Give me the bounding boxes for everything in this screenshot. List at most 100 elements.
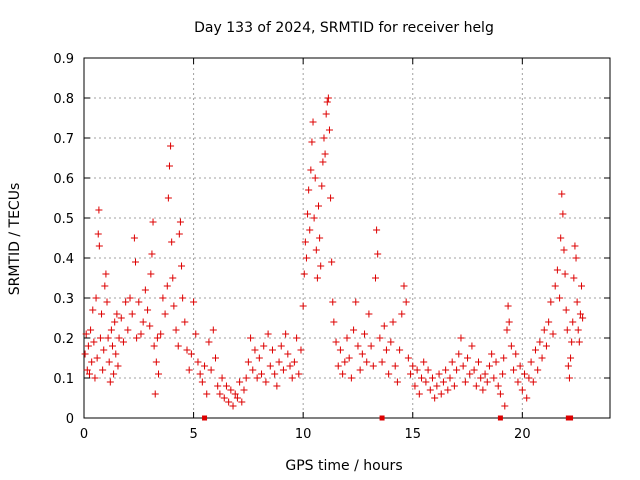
data-point bbox=[374, 250, 382, 258]
data-point bbox=[260, 342, 268, 350]
data-point bbox=[329, 298, 337, 306]
data-point bbox=[556, 294, 564, 302]
data-point bbox=[194, 358, 202, 366]
data-point bbox=[426, 386, 434, 394]
data-point bbox=[201, 362, 209, 370]
data-point bbox=[496, 390, 504, 398]
data-point bbox=[84, 342, 92, 350]
x-tick-label: 15 bbox=[404, 427, 421, 442]
y-tick-label: 0.7 bbox=[53, 132, 74, 147]
data-point bbox=[466, 370, 474, 378]
data-point bbox=[100, 346, 108, 354]
data-point bbox=[93, 354, 101, 362]
data-point bbox=[468, 342, 476, 350]
data-point bbox=[249, 366, 257, 374]
data-point bbox=[277, 342, 285, 350]
data-points bbox=[81, 94, 587, 410]
data-point bbox=[415, 390, 423, 398]
data-point bbox=[157, 330, 165, 338]
data-point bbox=[124, 326, 132, 334]
data-point bbox=[175, 230, 183, 238]
data-point bbox=[321, 150, 329, 158]
bottom-marker bbox=[497, 415, 503, 421]
data-point bbox=[262, 378, 270, 386]
data-point bbox=[411, 382, 419, 390]
data-point bbox=[365, 310, 373, 318]
data-point bbox=[90, 338, 98, 346]
data-point bbox=[475, 358, 482, 366]
data-point bbox=[393, 378, 401, 386]
data-point bbox=[516, 362, 524, 370]
data-point bbox=[494, 382, 502, 390]
data-point bbox=[236, 378, 244, 386]
data-point bbox=[413, 366, 421, 374]
data-point bbox=[389, 318, 397, 326]
data-point bbox=[350, 326, 358, 334]
data-point bbox=[332, 338, 340, 346]
data-point bbox=[576, 310, 584, 318]
data-point bbox=[547, 298, 555, 306]
data-point bbox=[422, 378, 430, 386]
data-point bbox=[94, 230, 102, 238]
data-point bbox=[176, 218, 184, 226]
data-point bbox=[347, 374, 355, 382]
data-point bbox=[503, 326, 511, 334]
data-point bbox=[396, 346, 404, 354]
data-point bbox=[531, 346, 539, 354]
data-point bbox=[264, 330, 272, 338]
data-point bbox=[107, 326, 115, 334]
data-point bbox=[391, 362, 399, 370]
data-point bbox=[549, 330, 557, 338]
data-point bbox=[113, 310, 121, 318]
data-point bbox=[122, 298, 130, 306]
data-point bbox=[95, 242, 103, 250]
data-point bbox=[420, 358, 428, 366]
data-point bbox=[570, 274, 578, 282]
data-point bbox=[155, 370, 163, 378]
data-point bbox=[214, 382, 222, 390]
data-point bbox=[297, 346, 305, 354]
data-point bbox=[196, 370, 204, 378]
data-point bbox=[273, 382, 281, 390]
data-point bbox=[319, 158, 327, 166]
data-point bbox=[231, 390, 239, 398]
data-point bbox=[367, 342, 375, 350]
data-point bbox=[105, 358, 113, 366]
data-point bbox=[563, 326, 571, 334]
data-point bbox=[302, 254, 310, 262]
data-point bbox=[500, 354, 508, 362]
y-tick-label: 0.9 bbox=[53, 52, 74, 67]
data-point bbox=[306, 226, 314, 234]
y-tick-label: 0.4 bbox=[53, 252, 74, 267]
data-point bbox=[307, 166, 315, 174]
data-point bbox=[424, 366, 432, 374]
data-point bbox=[459, 362, 467, 370]
data-point bbox=[315, 202, 323, 210]
data-point bbox=[174, 342, 182, 350]
data-point bbox=[203, 390, 211, 398]
data-point bbox=[361, 330, 369, 338]
data-point bbox=[300, 270, 308, 278]
data-point bbox=[316, 234, 324, 242]
data-point bbox=[325, 126, 333, 134]
data-point bbox=[323, 98, 331, 106]
data-point bbox=[488, 350, 496, 358]
data-point bbox=[461, 378, 469, 386]
data-point bbox=[149, 218, 157, 226]
bottom-marker bbox=[379, 415, 385, 421]
data-point bbox=[227, 386, 235, 394]
data-point bbox=[352, 298, 360, 306]
data-point bbox=[448, 358, 456, 366]
data-point bbox=[529, 378, 537, 386]
y-tick-label: 0.8 bbox=[53, 92, 74, 107]
data-point bbox=[115, 334, 123, 342]
data-point bbox=[336, 346, 344, 354]
data-point bbox=[398, 310, 406, 318]
bottom-marker bbox=[202, 415, 208, 421]
data-point bbox=[104, 334, 112, 342]
data-point bbox=[560, 246, 568, 254]
x-tick-label: 5 bbox=[189, 427, 197, 442]
data-point bbox=[170, 302, 178, 310]
data-point bbox=[510, 366, 518, 374]
